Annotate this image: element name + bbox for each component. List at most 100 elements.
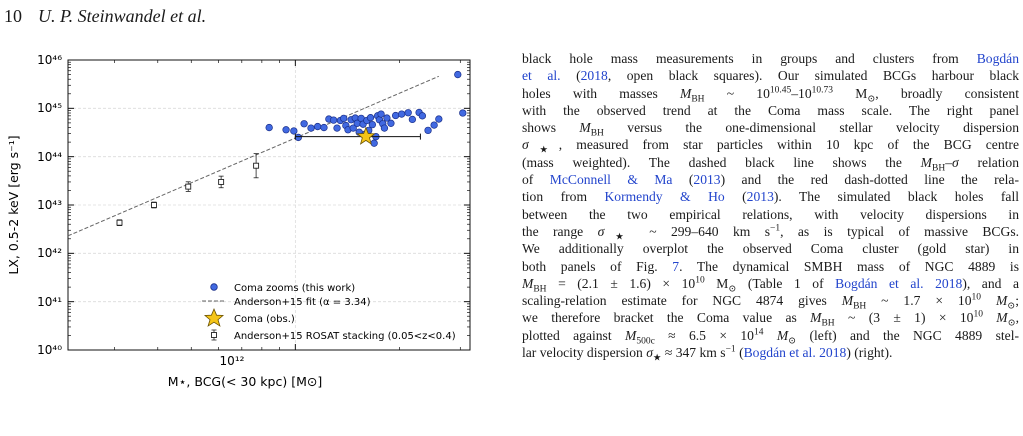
text-run: M xyxy=(624,327,637,343)
legend: Coma zooms (this work) Anderson+15 fit (… xyxy=(202,283,456,342)
text-run: both panels of Fig. xyxy=(522,258,673,274)
body-text-line: black hole mass measurements in groups a… xyxy=(522,50,1019,67)
text-run: BH xyxy=(590,128,604,139)
body-text-line: shows MBH versus the one-dimensional ste… xyxy=(522,119,1019,139)
text-run: ★ xyxy=(528,146,559,157)
text-run: ), and a xyxy=(962,275,1019,291)
citation-link[interactable]: McConnell & Ma xyxy=(549,172,673,188)
body-text-line: holes with masses MBH ~ 1010.45–1010.73 … xyxy=(522,85,1019,104)
coma-zoom-point xyxy=(383,114,391,122)
body-text-line: scaling-relation estimate for NGC 4874 g… xyxy=(522,292,1019,312)
rosat-stack-point xyxy=(116,219,123,227)
legend-label-fit: Anderson+15 fit (α = 3.34) xyxy=(234,297,371,308)
coma-zoom-point xyxy=(366,114,375,122)
coma-zoom-point xyxy=(435,115,443,123)
text-run: ( xyxy=(724,189,747,205)
coma-obs-errorbar xyxy=(294,133,421,140)
text-run: the range xyxy=(522,223,598,239)
axis-ticks xyxy=(68,59,470,351)
coma-zoom-point xyxy=(329,116,338,124)
coma-zoom-point xyxy=(377,110,385,118)
rosat-stack-point xyxy=(185,181,192,192)
rosat-stack-point xyxy=(218,175,225,189)
legend-marker-coma-zooms xyxy=(210,283,218,291)
text-run: ). The simulated black holes fall xyxy=(773,189,1019,205)
text-run: ~ (3 ± 1) × 10 xyxy=(834,310,974,326)
text-run: M xyxy=(996,310,1008,326)
citation-link[interactable]: 2013 xyxy=(693,172,721,188)
body-text-line: et al. (2018, open black squares). Our s… xyxy=(522,67,1019,84)
coma-zoom-point xyxy=(290,127,298,135)
text-run: M xyxy=(833,85,868,101)
body-text-line: the range σ★ ~ 299–640 km s−1, as is typ… xyxy=(522,223,1019,243)
text-run: ★ xyxy=(604,232,635,243)
text-run: , as is typical of massive BCGs. xyxy=(780,223,1019,239)
text-run: holes with masses xyxy=(522,85,680,101)
body-text-line: lar velocity dispersion σ★ ≈ 347 km s−1 … xyxy=(522,344,1019,364)
citation-link[interactable]: et al. xyxy=(522,68,561,84)
text-run: BH xyxy=(853,301,867,312)
coma-zoom-point xyxy=(454,70,462,79)
text-run: 500c xyxy=(636,336,655,347)
citation-link[interactable]: Bogdán et al. 2018 xyxy=(743,345,847,361)
text-run: between the two empirical relations, wit… xyxy=(522,206,1019,222)
legend-label-rosat: Anderson+15 ROSAT stacking (0.05<z<0.4) xyxy=(234,331,456,342)
text-run: ⊙ xyxy=(728,284,737,295)
coma-zoom-point xyxy=(349,124,357,132)
coma-zoom-point xyxy=(398,110,406,118)
citation-link[interactable]: 2013 xyxy=(746,189,774,205)
page-number: 10 xyxy=(4,6,22,26)
text-run: relation xyxy=(958,154,1019,170)
coma-zoom-point xyxy=(265,123,273,132)
body-text-line: σ★, measured from star particles within … xyxy=(522,136,1019,157)
page-header: 10 U. P. Steinwandel et al. xyxy=(4,6,206,30)
coma-zoom-point xyxy=(320,123,328,132)
text-run: 10 xyxy=(695,275,705,286)
text-run: We additionally overplot the observed Co… xyxy=(522,241,1019,257)
coma-zoom-point xyxy=(424,126,432,135)
y-tick-label-42: 10⁴² xyxy=(37,246,62,260)
text-run: plotted against xyxy=(522,327,625,343)
text-run: σ xyxy=(522,137,529,153)
citation-link[interactable]: Bogdán xyxy=(976,51,1019,66)
text-run: σ xyxy=(646,345,653,361)
text-run: M xyxy=(841,293,854,309)
text-run: M xyxy=(810,310,822,326)
text-run: tion from xyxy=(522,189,605,205)
text-run: , broadly consistent xyxy=(875,85,1019,101)
text-run: black hole mass measurements in groups a… xyxy=(522,51,977,66)
text-run: of xyxy=(522,172,550,188)
citation-link[interactable]: 7 xyxy=(672,258,680,274)
text-run: M xyxy=(704,275,729,291)
legend-label-coma-obs: Coma (obs.) xyxy=(234,314,295,325)
text-run: M xyxy=(579,120,591,136)
coma-zoom-point xyxy=(391,111,400,120)
coma-zoom-point xyxy=(294,133,302,142)
text-run xyxy=(981,293,996,308)
y-tick-label-44: 10⁴⁴ xyxy=(37,150,62,164)
text-run: , open black squares). Our simulated BCG… xyxy=(607,68,1019,84)
rosat-stack-point xyxy=(151,201,157,209)
text-run: (Table 1 of xyxy=(736,275,836,291)
text-run: −1 xyxy=(770,223,781,234)
fit-line xyxy=(67,75,440,237)
rosat-square xyxy=(185,183,192,190)
y-tick-label-41: 10⁴¹ xyxy=(37,295,62,309)
text-run: M xyxy=(522,275,534,291)
text-run: M xyxy=(920,154,932,170)
text-run: 10 xyxy=(971,292,982,303)
text-run: ( xyxy=(560,68,581,84)
citation-link[interactable]: 2018 xyxy=(580,68,608,84)
text-run: –10 xyxy=(791,85,812,101)
text-run: ★ xyxy=(652,353,662,364)
citation-link[interactable]: Bogdán et al. 2018 xyxy=(835,275,963,291)
text-run: shows xyxy=(522,120,580,136)
body-text-line: we therefore bracket the Coma value as M… xyxy=(522,309,1019,329)
body-text-line: both panels of Fig. 7. The dynamical SMB… xyxy=(522,258,1019,275)
text-run: BH xyxy=(931,163,946,174)
data-marks xyxy=(67,70,467,237)
text-run: , xyxy=(1015,310,1019,326)
coma-zoom-point xyxy=(459,109,467,117)
body-text-line: tion from Kormendy & Ho (2013). The simu… xyxy=(522,188,1019,205)
citation-link[interactable]: Kormendy & Ho xyxy=(604,189,725,205)
